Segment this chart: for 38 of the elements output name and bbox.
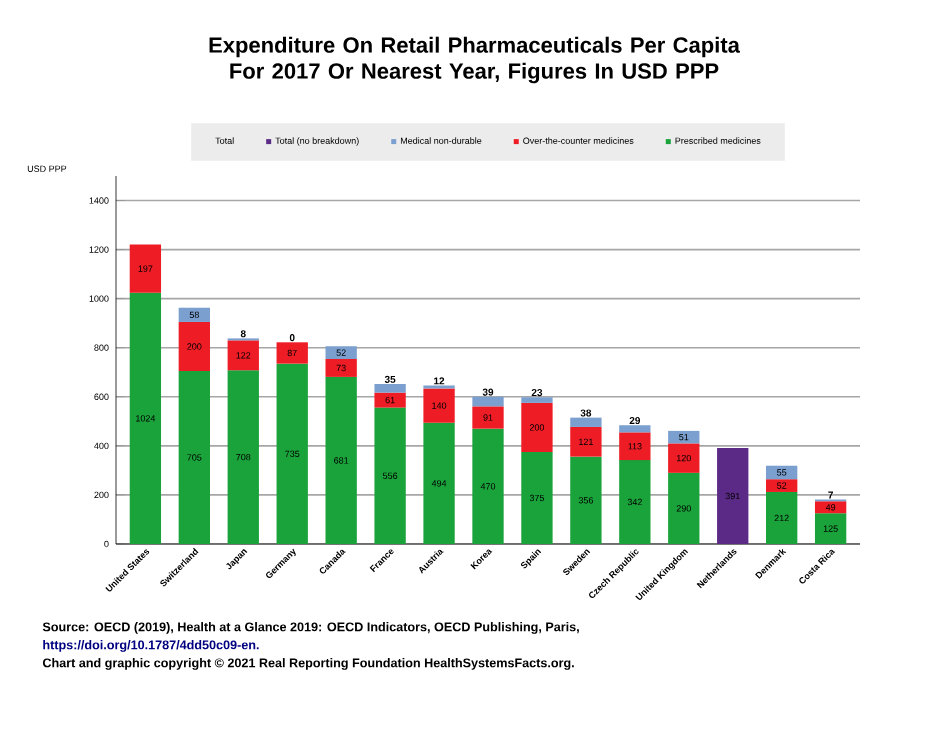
bar [129, 244, 162, 293]
bar [325, 376, 357, 544]
bar [570, 426, 602, 457]
chart-title: Expenditure On Retail Pharmaceuticals Per Capita For 2017 Or Nearest Year, Figures In USD PPP [209, 36, 741, 84]
bar [423, 422, 455, 544]
bar [178, 307, 210, 322]
bar [276, 342, 308, 364]
bar [814, 513, 847, 544]
bar [619, 460, 651, 544]
bar [668, 430, 700, 444]
bar [129, 292, 162, 544]
bar [668, 472, 700, 544]
bar [276, 363, 308, 544]
bar [668, 443, 700, 473]
bar [227, 370, 259, 544]
bar [374, 407, 406, 544]
bar [814, 501, 847, 514]
bar [178, 321, 210, 372]
bar [570, 456, 602, 544]
bar [570, 417, 602, 427]
bar [717, 448, 749, 544]
bar [619, 425, 651, 433]
bar [227, 340, 259, 371]
bar [521, 402, 553, 452]
bar [374, 384, 406, 393]
bar [472, 428, 504, 544]
bar [766, 479, 798, 492]
bar [521, 451, 553, 544]
bar [472, 406, 504, 429]
bar [325, 359, 357, 377]
bar [472, 396, 504, 407]
bar [423, 388, 455, 423]
bar [178, 371, 210, 544]
bar [325, 346, 357, 359]
bar [521, 397, 553, 403]
bar [766, 491, 798, 544]
bar [374, 392, 406, 408]
bar [619, 432, 651, 461]
